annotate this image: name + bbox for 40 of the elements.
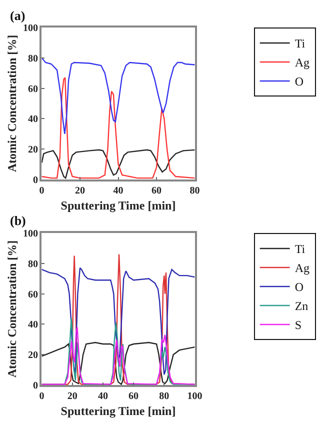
y-tick-label: 60 [28, 289, 38, 300]
legend-label: O [294, 74, 304, 89]
line-series [42, 149, 195, 179]
x-tick-label: 60 [128, 390, 139, 402]
y-axis-title: Atomic Concentration [%] [4, 240, 19, 378]
legend-label: Ti [294, 36, 306, 51]
y-tick-label: 20 [28, 350, 38, 362]
legend-label: O [294, 280, 304, 294]
y-tick-label: 20 [28, 144, 38, 156]
y-axis-title: Atomic Concentration [%] [4, 34, 19, 172]
x-tick-label: 100 [187, 390, 202, 402]
line-series [42, 77, 195, 179]
legend-label: S [294, 318, 302, 332]
x-axis-title: Sputtering Time [min] [60, 404, 176, 418]
y-tick-label: 0 [32, 380, 38, 392]
legend-label: Ti [294, 242, 306, 256]
line-series [42, 342, 195, 385]
y-tick-label: 100 [22, 228, 38, 240]
line-series [42, 267, 195, 376]
x-tick-label: 40 [98, 390, 108, 402]
x-tick-label: 80 [159, 390, 170, 402]
x-tick-label: 20 [67, 390, 78, 402]
legend-label: Zn [294, 299, 308, 314]
y-tick-label: 0 [32, 175, 38, 186]
y-tick-label: 80 [28, 53, 38, 64]
legend-label: Ag [294, 261, 310, 276]
y-tick-label: 80 [28, 258, 38, 270]
y-tick-label: 60 [28, 84, 38, 95]
line-series [42, 57, 195, 135]
x-tick-label: 20 [75, 185, 85, 196]
x-tick-label: 80 [190, 185, 200, 196]
y-tick-label: 100 [22, 22, 38, 34]
legend-label: Ag [294, 56, 310, 70]
x-tick-label: 60 [152, 185, 162, 196]
y-tick-label: 40 [28, 320, 38, 331]
x-axis-title: Sputtering Time [min] [60, 198, 176, 213]
x-tick-label: 40 [113, 185, 124, 196]
chart-title: (a) [10, 8, 26, 23]
chart-title: (b) [10, 213, 26, 228]
y-tick-label: 40 [28, 114, 38, 126]
